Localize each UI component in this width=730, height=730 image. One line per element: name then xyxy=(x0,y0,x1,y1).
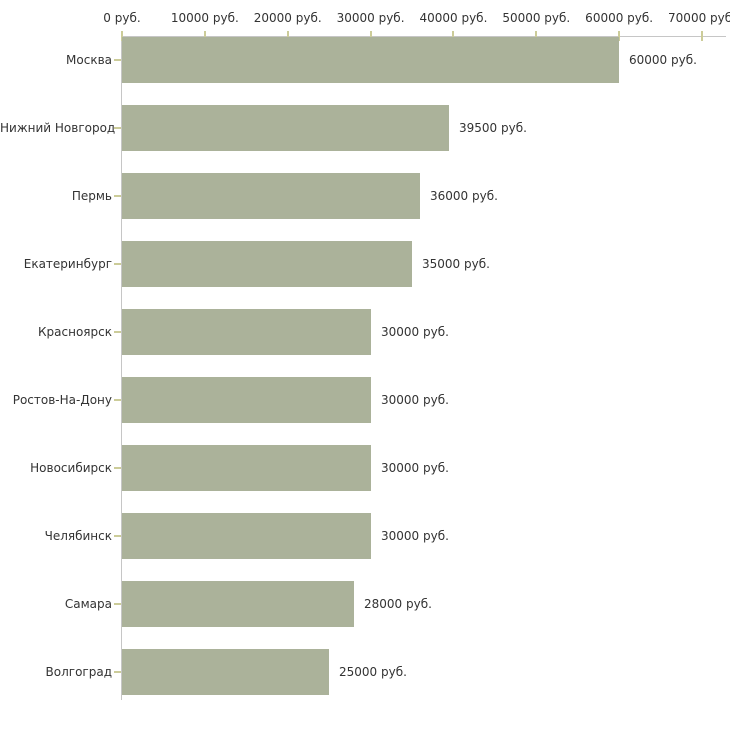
y-tick-mark xyxy=(114,603,121,605)
category-label: Пермь xyxy=(71,189,112,203)
y-tick-mark xyxy=(114,59,121,61)
value-label: 36000 руб. xyxy=(430,189,498,203)
bar xyxy=(122,513,371,559)
value-label: 39500 руб. xyxy=(459,121,527,135)
y-tick-mark xyxy=(114,331,121,333)
value-label: 28000 руб. xyxy=(364,597,432,611)
bar xyxy=(122,445,371,491)
category-label: Новосибирск xyxy=(30,461,112,475)
value-label: 30000 руб. xyxy=(381,529,449,543)
y-tick-mark xyxy=(114,195,121,197)
value-label: 35000 руб. xyxy=(422,257,490,271)
x-tick-label: 30000 руб. xyxy=(336,11,405,25)
category-label: Ростов-На-Дону xyxy=(12,393,112,407)
x-tick-label: 60000 руб. xyxy=(585,11,654,25)
category-label: Челябинск xyxy=(44,529,112,543)
category-label: Москва xyxy=(66,53,112,67)
x-tick-mark xyxy=(369,31,372,41)
bar xyxy=(122,241,412,287)
plot-area: 0 руб. 10000 руб. 20000 руб. 30000 руб. 4000… xyxy=(0,11,730,700)
x-tick-label: 40000 руб. xyxy=(419,11,488,25)
category-label: Нижний Новгород xyxy=(0,121,116,135)
y-tick-mark xyxy=(114,399,121,401)
y-tick-mark xyxy=(114,263,121,265)
y-tick-mark xyxy=(114,467,121,469)
x-axis-line xyxy=(121,36,726,37)
x-tick-mark xyxy=(701,31,703,41)
y-axis-line xyxy=(121,36,122,700)
bar xyxy=(122,37,619,83)
y-tick-mark xyxy=(114,127,121,129)
x-tick-mark xyxy=(286,31,289,41)
value-label: 30000 руб. xyxy=(381,393,449,407)
bar xyxy=(122,309,371,355)
bar xyxy=(122,581,354,627)
category-label: Красноярск xyxy=(38,325,112,339)
x-tick-mark xyxy=(452,31,455,41)
value-label: 60000 руб. xyxy=(629,53,697,67)
x-tick-label: 20000 руб. xyxy=(253,11,322,25)
category-label: Волгоград xyxy=(45,665,112,679)
value-label: 25000 руб. xyxy=(339,665,407,679)
x-tick-mark xyxy=(618,31,621,41)
x-tick-label: 70000 руб. xyxy=(668,11,730,25)
x-tick-label: 10000 руб. xyxy=(170,11,239,25)
bar xyxy=(122,377,371,423)
x-tick-mark xyxy=(203,31,206,41)
x-tick-mark xyxy=(121,31,123,41)
bar xyxy=(122,649,329,695)
x-tick-mark xyxy=(535,31,538,41)
x-tick-label: 50000 руб. xyxy=(502,11,571,25)
bar xyxy=(122,105,449,151)
value-label: 30000 руб. xyxy=(381,325,449,339)
value-label: 30000 руб. xyxy=(381,461,449,475)
category-label: Самара xyxy=(64,597,112,611)
y-tick-mark xyxy=(114,671,121,673)
y-tick-mark xyxy=(114,535,121,537)
bar xyxy=(122,173,420,219)
category-label: Екатеринбург xyxy=(23,257,112,271)
x-tick-label: 0 руб. xyxy=(103,11,141,25)
